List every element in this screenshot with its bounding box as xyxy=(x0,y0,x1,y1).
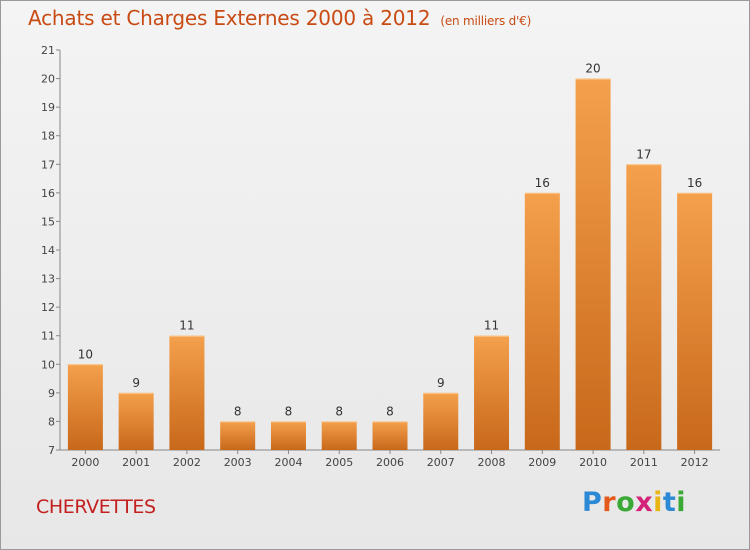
x-tick-label-2005: 2005 xyxy=(325,456,353,469)
bar-2006 xyxy=(372,421,408,450)
x-tick-label-2003: 2003 xyxy=(224,456,252,469)
y-tick-label: 11 xyxy=(41,330,55,343)
y-tick-label: 14 xyxy=(41,244,55,257)
bar-2011 xyxy=(626,164,662,451)
logo-letter: i xyxy=(653,487,663,518)
x-tick-label-2008: 2008 xyxy=(478,456,506,469)
data-label-2000: 10 xyxy=(78,347,93,361)
x-tick-label-2001: 2001 xyxy=(122,456,150,469)
y-tick-label: 13 xyxy=(41,273,55,286)
x-tick-label-2012: 2012 xyxy=(681,456,709,469)
bar-2012 xyxy=(677,192,713,450)
x-tick-label-2007: 2007 xyxy=(427,456,455,469)
x-tick-label-2004: 2004 xyxy=(274,456,302,469)
bar-2005 xyxy=(321,421,357,450)
x-tick-label-2002: 2002 xyxy=(173,456,201,469)
x-tick-label-2009: 2009 xyxy=(528,456,556,469)
proxiti-logo: Proxiti xyxy=(582,487,686,518)
logo-letter: i xyxy=(676,487,687,518)
data-label-2002: 11 xyxy=(179,319,194,333)
data-label-2005: 8 xyxy=(335,404,343,418)
chart-bars: 10 9 11 8 8 8 8 9 11 16 20 17 16 xyxy=(67,62,713,451)
bar-2004 xyxy=(270,421,306,450)
bar-2008 xyxy=(474,335,510,450)
x-tick-label-2006: 2006 xyxy=(376,456,404,469)
y-tick-label: 20 xyxy=(41,73,55,86)
data-label-2001: 9 xyxy=(132,376,140,390)
y-tick-label: 12 xyxy=(41,301,55,314)
x-tick-label-2000: 2000 xyxy=(71,456,99,469)
data-label-2011: 17 xyxy=(636,147,651,161)
logo-letter: P xyxy=(582,487,603,518)
y-tick-label: 17 xyxy=(41,158,55,171)
chart-title: Achats et Charges Externes 2000 à 2012 (e… xyxy=(28,6,531,30)
data-label-2007: 9 xyxy=(437,376,445,390)
data-label-2009: 16 xyxy=(535,176,550,190)
y-tick-label: 10 xyxy=(41,358,55,371)
bar-2007 xyxy=(423,392,459,450)
place-name: CHERVETTES xyxy=(36,496,156,518)
data-label-2008: 11 xyxy=(484,319,499,333)
y-tick-label: 7 xyxy=(48,444,55,457)
logo-letter: t xyxy=(662,487,677,518)
y-tick-label: 15 xyxy=(41,215,55,228)
bar-2001 xyxy=(118,392,154,450)
chart-subtitle: (en milliers d'€) xyxy=(440,14,532,28)
chart-title-text: Achats et Charges Externes 2000 à 2012 xyxy=(28,6,431,30)
bar-2003 xyxy=(220,421,256,450)
data-label-2012: 16 xyxy=(687,176,702,190)
logo-letter: o xyxy=(616,487,636,518)
y-tick-label: 16 xyxy=(41,187,55,200)
y-tick-label: 9 xyxy=(48,387,55,400)
data-label-2003: 8 xyxy=(234,404,242,418)
bar-2010 xyxy=(575,78,611,451)
y-tick-label: 21 xyxy=(41,44,55,57)
x-tick-label-2010: 2010 xyxy=(579,456,607,469)
bar-2009 xyxy=(524,192,560,450)
data-label-2004: 8 xyxy=(285,404,293,418)
logo-letter: x xyxy=(635,487,654,518)
bar-2000 xyxy=(67,364,103,450)
data-label-2010: 20 xyxy=(585,62,600,76)
y-tick-label: 8 xyxy=(48,415,55,428)
data-label-2006: 8 xyxy=(386,404,394,418)
x-tick-label-2011: 2011 xyxy=(630,456,658,469)
logo-letter: r xyxy=(602,487,617,518)
bar-2002 xyxy=(169,335,205,450)
y-tick-label: 18 xyxy=(41,130,55,143)
y-tick-label: 19 xyxy=(41,101,55,114)
